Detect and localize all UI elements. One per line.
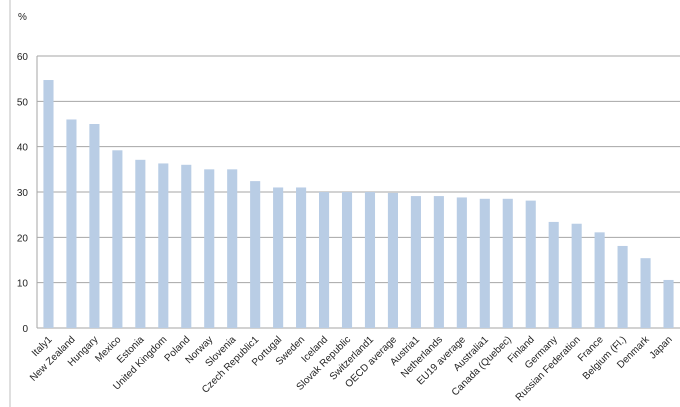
bar [548,221,559,328]
bar [158,163,169,328]
bar [640,258,651,328]
bar [663,279,674,328]
bar [387,192,398,328]
bar [502,198,513,328]
bar [410,196,421,328]
bar [525,200,536,328]
bar [364,192,376,328]
bar [204,169,215,328]
y-tick-label: 30 [17,188,29,199]
bar [594,232,605,328]
y-tick-label: 0 [22,324,28,335]
bar [135,159,146,328]
bar [112,150,123,328]
x-tick-label: Japan [648,334,675,361]
bar [571,223,582,328]
bar [341,192,353,328]
bar [479,198,490,328]
y-tick-label: 10 [17,279,29,290]
bar [66,119,77,328]
bar [456,197,467,328]
y-tick-label: 20 [17,233,29,244]
bar [617,245,628,328]
bar [227,169,238,328]
bar [433,196,444,328]
bar [250,181,261,328]
bar [89,124,100,328]
bar [273,187,284,328]
y-tick-label: 50 [17,97,29,108]
bar [43,80,54,328]
bar [296,187,307,328]
bar [181,164,192,328]
y-tick-label: 40 [17,143,29,154]
y-axis-label: % [18,12,27,23]
bar [319,192,330,328]
y-tick-label: 60 [17,52,29,63]
